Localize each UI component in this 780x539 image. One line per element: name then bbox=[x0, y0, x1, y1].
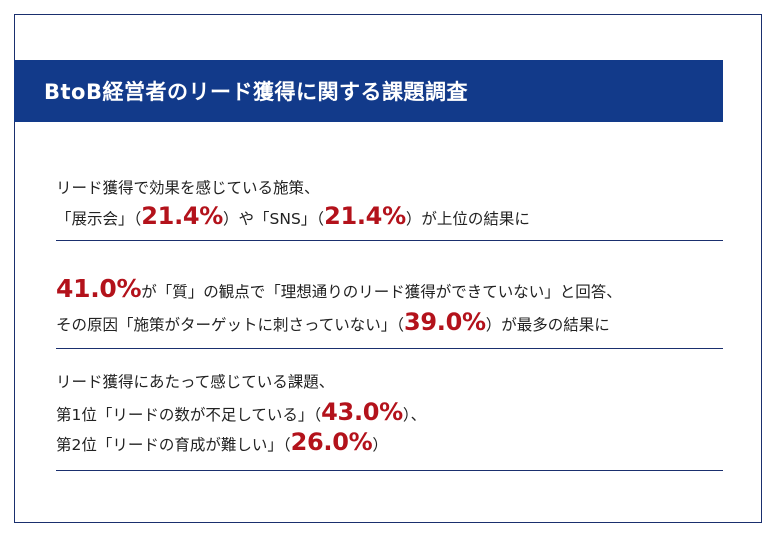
finding-3: リード獲得にあたって感じている課題、 第1位「リードの数が不足している」（ 43… bbox=[56, 370, 723, 462]
finding-1-text-2b: ）や「SNS」（ bbox=[223, 210, 325, 228]
finding-1: リード獲得で効果を感じている施策、 「展示会」（ 21.4% ）や「SNS」（ … bbox=[56, 176, 723, 236]
finding-1-text-2c: ）が上位の結果に bbox=[405, 210, 530, 228]
finding-3-text-2b: ）、 bbox=[402, 406, 427, 424]
finding-2-percent-quality: 41.0% bbox=[56, 274, 142, 303]
finding-2-text-2b: ）が最多の結果に bbox=[485, 316, 610, 334]
finding-3-text-3b: ） bbox=[372, 436, 388, 454]
finding-3-line-3: 第2位「リードの育成が難しい」（ 26.0% ） bbox=[56, 428, 723, 462]
finding-1-text-1: リード獲得で効果を感じている施策、 bbox=[56, 179, 320, 197]
finding-3-percent-second: 26.0% bbox=[290, 428, 373, 456]
finding-3-text-2a: 第1位「リードの数が不足している」（ bbox=[56, 406, 322, 424]
divider-1 bbox=[56, 240, 723, 241]
finding-1-percent-exhibition: 21.4% bbox=[141, 202, 224, 230]
finding-2-text-2a: その原因「施策がターゲットに刺さっていない」（ bbox=[56, 316, 404, 334]
outer-frame bbox=[14, 14, 762, 523]
finding-2-text-1: が「質」の観点で「理想通りのリード獲得ができていない」と回答、 bbox=[141, 283, 622, 301]
finding-2-percent-cause: 39.0% bbox=[403, 308, 486, 336]
finding-3-line-1: リード獲得にあたって感じている課題、 bbox=[56, 370, 723, 398]
finding-2-line-2: その原因「施策がターゲットに刺さっていない」（ 39.0% ）が最多の結果に bbox=[56, 308, 723, 342]
finding-3-text-3a: 第2位「リードの育成が難しい」（ bbox=[56, 436, 291, 454]
finding-2: 41.0% が「質」の観点で「理想通りのリード獲得ができていない」と回答、 その… bbox=[56, 274, 723, 342]
finding-1-text-2a: 「展示会」（ bbox=[56, 210, 142, 228]
finding-2-line-1: 41.0% が「質」の観点で「理想通りのリード獲得ができていない」と回答、 bbox=[56, 274, 723, 308]
page-title: BtoB経営者のリード獲得に関する課題調査 bbox=[14, 60, 723, 122]
divider-3 bbox=[56, 470, 723, 471]
finding-3-line-2: 第1位「リードの数が不足している」（ 43.0% ）、 bbox=[56, 398, 723, 428]
finding-1-line-2: 「展示会」（ 21.4% ）や「SNS」（ 21.4% ）が上位の結果に bbox=[56, 202, 723, 236]
page-title-text: BtoB経営者のリード獲得に関する課題調査 bbox=[44, 80, 468, 104]
finding-3-text-1: リード獲得にあたって感じている課題、 bbox=[56, 373, 335, 391]
divider-2 bbox=[56, 348, 723, 349]
finding-1-line-1: リード獲得で効果を感じている施策、 bbox=[56, 176, 723, 202]
finding-3-percent-first: 43.0% bbox=[321, 398, 403, 426]
finding-1-percent-sns: 21.4% bbox=[324, 202, 406, 230]
